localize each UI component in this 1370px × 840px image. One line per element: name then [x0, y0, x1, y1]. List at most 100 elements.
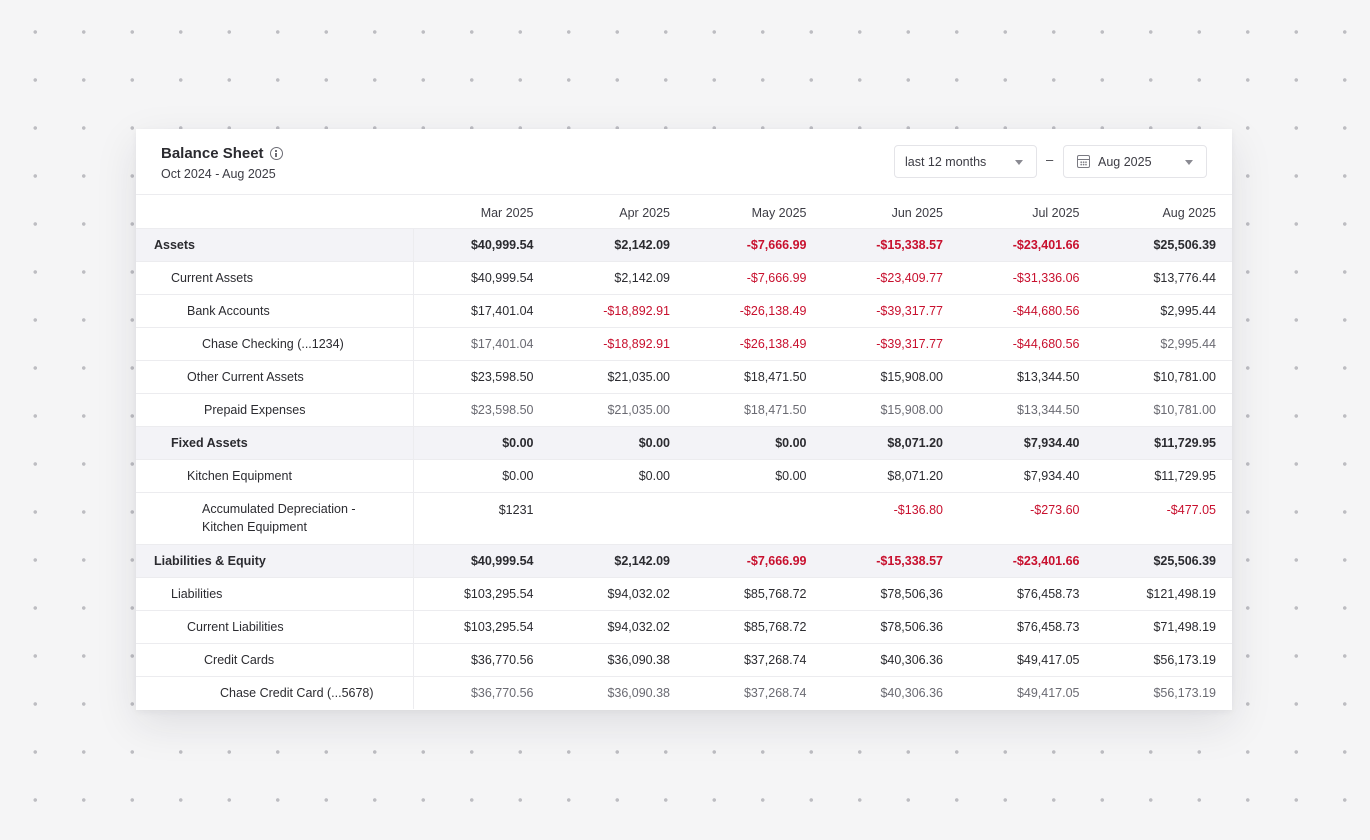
row-label: Current Liabilities — [136, 609, 414, 643]
cell — [549, 491, 686, 544]
cell: $0.00 — [549, 425, 686, 459]
cell: $8,071.20 — [822, 425, 959, 459]
cell: -$18,892.91 — [549, 326, 686, 360]
row-label: Current Assets — [136, 260, 414, 294]
cell: -$39,317.77 — [822, 293, 959, 327]
calendar-icon — [1077, 155, 1090, 168]
table-row-credit-cards[interactable]: Credit Cards $36,770.56 $36,090.38 $37,2… — [136, 642, 1232, 676]
cell: $21,035.00 — [549, 359, 686, 393]
cell: $40,999.54 — [413, 260, 550, 294]
range-separator: – — [1046, 152, 1054, 167]
cell: $7,934.40 — [959, 425, 1096, 459]
cell: $36,090.38 — [549, 675, 686, 709]
cell: $94,032.02 — [549, 576, 686, 610]
cell: $37,268.74 — [686, 642, 823, 676]
table-row-liabilities[interactable]: Liabilities $103,295.54 $94,032.02 $85,7… — [136, 576, 1232, 610]
balance-sheet-card: Balance Sheet Oct 2024 - Aug 2025 last 1… — [136, 129, 1232, 710]
cell: $56,173.19 — [1095, 642, 1232, 676]
cell: $17,401.04 — [413, 326, 550, 360]
row-label: Kitchen Equipment — [136, 458, 414, 492]
row-label: Chase Credit Card (...5678) — [136, 675, 414, 709]
row-label: Prepaid Expenses — [136, 392, 414, 426]
cell: $0.00 — [413, 458, 550, 492]
table-row-kitchen-equipment[interactable]: Kitchen Equipment $0.00 $0.00 $0.00 $8,0… — [136, 458, 1232, 492]
cell: $2,995.44 — [1095, 326, 1232, 360]
cell: $11,729.95 — [1095, 458, 1232, 492]
cell: $13,344.50 — [959, 359, 1096, 393]
table-row-bank-accounts[interactable]: Bank Accounts $17,401.04 -$18,892.91 -$2… — [136, 293, 1232, 327]
cell: $78,506.36 — [822, 609, 959, 643]
cell: -$44,680.56 — [959, 326, 1096, 360]
header-label-column — [136, 195, 413, 228]
cell: $0.00 — [413, 425, 550, 459]
cell: $1231 — [413, 491, 550, 544]
cell: $40,999.54 — [413, 543, 550, 577]
chevron-down-icon — [1185, 160, 1193, 165]
cell: $7,934.40 — [959, 458, 1096, 492]
row-label: Bank Accounts — [136, 293, 414, 327]
cell: $71,498.19 — [1095, 609, 1232, 643]
cell: $11,729.95 — [1095, 425, 1232, 459]
cell: $23,598.50 — [413, 359, 550, 393]
cell: $40,306.36 — [822, 642, 959, 676]
cell: $85,768.72 — [686, 576, 823, 610]
month-select-label: Aug 2025 — [1098, 154, 1152, 169]
cell: $13,776.44 — [1095, 260, 1232, 294]
cell: $15,908.00 — [822, 392, 959, 426]
cell: $10,781.00 — [1095, 359, 1232, 393]
cell: -$136.80 — [822, 491, 959, 544]
table-row-chase-checking[interactable]: Chase Checking (...1234) $17,401.04 -$18… — [136, 326, 1232, 360]
column-header: May 2025 — [751, 206, 807, 221]
column-header: Apr 2025 — [619, 206, 670, 221]
cell: -$39,317.77 — [822, 326, 959, 360]
cell: $25,506.39 — [1095, 227, 1232, 261]
cell: -$31,336.06 — [959, 260, 1096, 294]
month-select[interactable]: Aug 2025 — [1063, 145, 1207, 178]
cell: $21,035.00 — [549, 392, 686, 426]
row-label: Accumulated Depreciation - Kitchen Equipm… — [136, 491, 414, 544]
cell: -$7,666.99 — [686, 543, 823, 577]
table-row-prepaid-expenses[interactable]: Prepaid Expenses $23,598.50 $21,035.00 $… — [136, 392, 1232, 426]
table-row-current-assets[interactable]: Current Assets $40,999.54 $2,142.09 -$7,… — [136, 260, 1232, 294]
cell: $36,090.38 — [549, 642, 686, 676]
table-row-fixed-assets[interactable]: Fixed Assets $0.00 $0.00 $0.00 $8,071.20… — [136, 425, 1232, 459]
table-row-current-liabilities[interactable]: Current Liabilities $103,295.54 $94,032.… — [136, 609, 1232, 643]
table-row-chase-credit-card[interactable]: Chase Credit Card (...5678) $36,770.56 $… — [136, 675, 1232, 709]
cell: -$477.05 — [1095, 491, 1232, 544]
cell: -$18,892.91 — [549, 293, 686, 327]
row-label: Chase Checking (...1234) — [136, 326, 414, 360]
row-label: Assets — [136, 227, 414, 261]
balance-sheet-table: Mar 2025 Apr 2025 May 2025 Jun 2025 Jul … — [136, 195, 1232, 709]
column-header: Jun 2025 — [891, 206, 943, 221]
table-row-liabilities-equity[interactable]: Liabilities & Equity $40,999.54 $2,142.0… — [136, 543, 1232, 577]
cell: $2,142.09 — [549, 227, 686, 261]
cell: -$26,138.49 — [686, 326, 823, 360]
table-header-row: Mar 2025 Apr 2025 May 2025 Jun 2025 Jul … — [136, 195, 1232, 228]
table-row-assets[interactable]: Assets $40,999.54 $2,142.09 -$7,666.99 -… — [136, 227, 1232, 261]
cell: $56,173.19 — [1095, 675, 1232, 709]
cell: -$23,401.66 — [959, 543, 1096, 577]
range-select-label: last 12 months — [905, 154, 987, 169]
column-header: Jul 2025 — [1032, 206, 1080, 221]
info-icon[interactable] — [269, 147, 283, 160]
row-label: Liabilities & Equity — [136, 543, 414, 577]
cell: $2,142.09 — [549, 543, 686, 577]
cell: -$26,138.49 — [686, 293, 823, 327]
report-title: Balance Sheet — [161, 145, 264, 162]
table-row-other-current-assets[interactable]: Other Current Assets $23,598.50 $21,035.… — [136, 359, 1232, 393]
cell: $15,908.00 — [822, 359, 959, 393]
range-select[interactable]: last 12 months — [894, 145, 1037, 178]
cell: $37,268.74 — [686, 675, 823, 709]
cell: -$7,666.99 — [686, 227, 823, 261]
cell: $103,295.54 — [413, 609, 550, 643]
cell: $76,458.73 — [959, 609, 1096, 643]
table-row-accumulated-depreciation[interactable]: Accumulated Depreciation - Kitchen Equipm… — [136, 491, 1232, 544]
cell: -$7,666.99 — [686, 260, 823, 294]
cell: -$23,409.77 — [822, 260, 959, 294]
cell: -$23,401.66 — [959, 227, 1096, 261]
row-label: Other Current Assets — [136, 359, 414, 393]
cell: $0.00 — [549, 458, 686, 492]
cell: $18,471.50 — [686, 392, 823, 426]
row-label: Liabilities — [136, 576, 414, 610]
cell: $103,295.54 — [413, 576, 550, 610]
